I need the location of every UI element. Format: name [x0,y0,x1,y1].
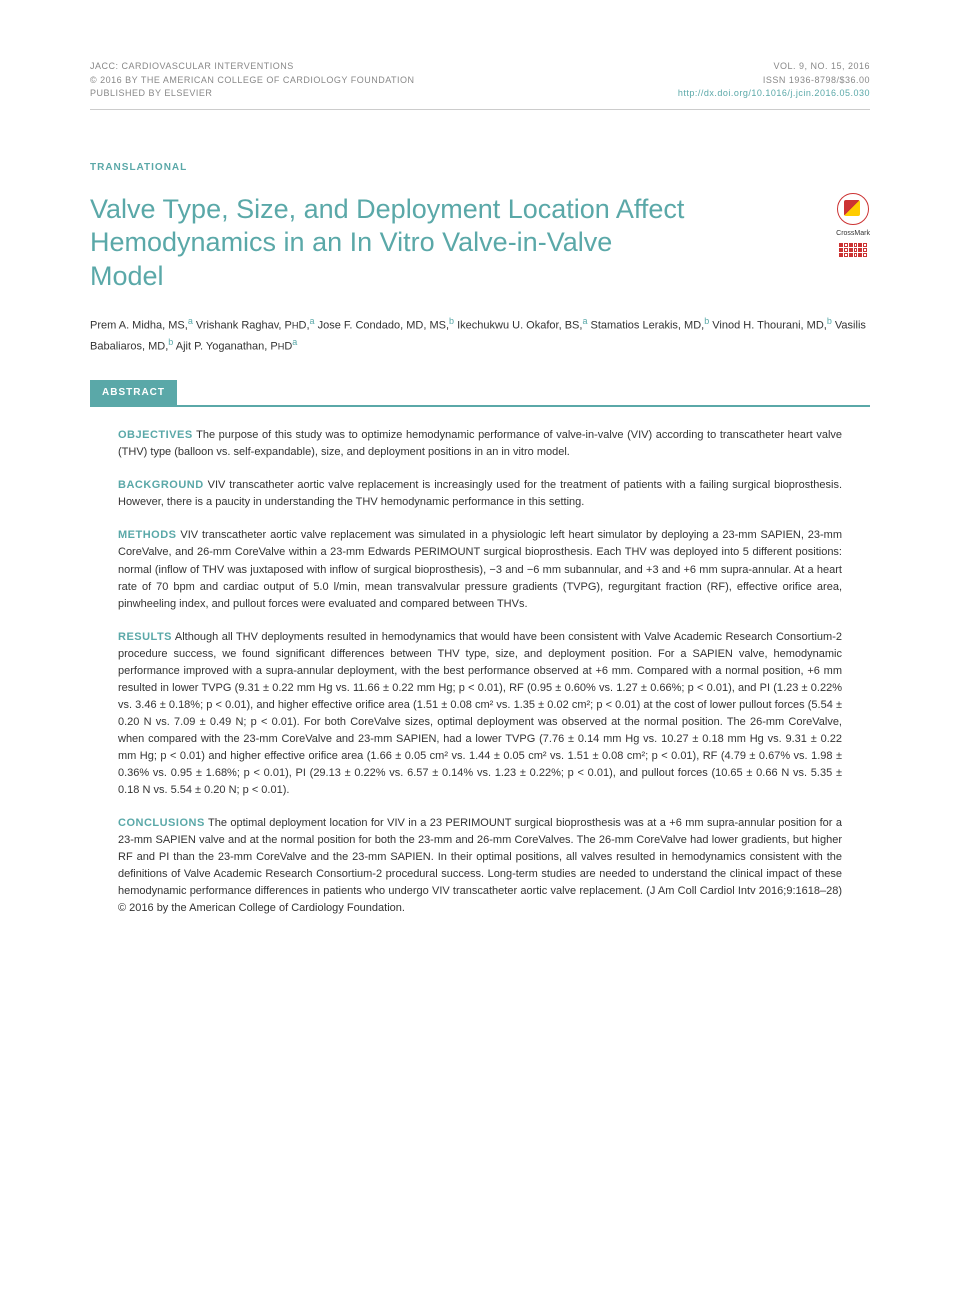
methods-text: VIV transcatheter aortic valve replaceme… [118,529,842,609]
conclusions-label: CONCLUSIONS [118,817,205,829]
abstract-methods: METHODS VIV transcatheter aortic valve r… [118,527,842,612]
crossmark-widget[interactable]: CrossMark [836,193,870,258]
abstract-objectives: OBJECTIVES The purpose of this study was… [118,427,842,461]
abstract-badge: ABSTRACT [90,380,177,405]
issn-line: ISSN 1936-8798/$36.00 [678,74,870,88]
copyright-line: © 2016 BY THE AMERICAN COLLEGE OF CARDIO… [90,74,415,88]
abstract-container: ABSTRACT OBJECTIVES The purpose of this … [90,380,870,953]
methods-label: METHODS [118,529,177,541]
background-text: VIV transcatheter aortic valve replaceme… [118,479,842,508]
results-text: Although all THV deployments resulted in… [118,631,842,796]
journal-header: JACC: CARDIOVASCULAR INTERVENTIONS © 201… [90,60,870,110]
author-list: Prem A. Midha, MS,a Vrishank Raghav, PHD… [90,314,870,357]
objectives-label: OBJECTIVES [118,429,193,441]
objectives-text: The purpose of this study was to optimiz… [118,429,842,458]
journal-name: JACC: CARDIOVASCULAR INTERVENTIONS [90,60,415,74]
background-label: BACKGROUND [118,479,204,491]
abstract-box: OBJECTIVES The purpose of this study was… [90,405,870,953]
volume-issue: VOL. 9, NO. 15, 2016 [678,60,870,74]
article-title: Valve Type, Size, and Deployment Locatio… [90,193,690,294]
supplementary-grid-icon [839,243,867,257]
results-label: RESULTS [118,631,172,643]
crossmark-label: CrossMark [836,229,870,240]
abstract-background: BACKGROUND VIV transcatheter aortic valv… [118,477,842,511]
conclusions-text: The optimal deployment location for VIV … [118,817,842,914]
title-row: Valve Type, Size, and Deployment Locatio… [90,193,870,294]
crossmark-icon [837,193,869,225]
section-label: TRANSLATIONAL [90,160,870,175]
abstract-conclusions: CONCLUSIONS The optimal deployment locat… [118,815,842,917]
abstract-results: RESULTS Although all THV deployments res… [118,629,842,799]
header-left: JACC: CARDIOVASCULAR INTERVENTIONS © 201… [90,60,415,101]
doi-link[interactable]: http://dx.doi.org/10.1016/j.jcin.2016.05… [678,88,870,98]
publisher-line: PUBLISHED BY ELSEVIER [90,87,415,101]
header-right: VOL. 9, NO. 15, 2016 ISSN 1936-8798/$36.… [678,60,870,101]
